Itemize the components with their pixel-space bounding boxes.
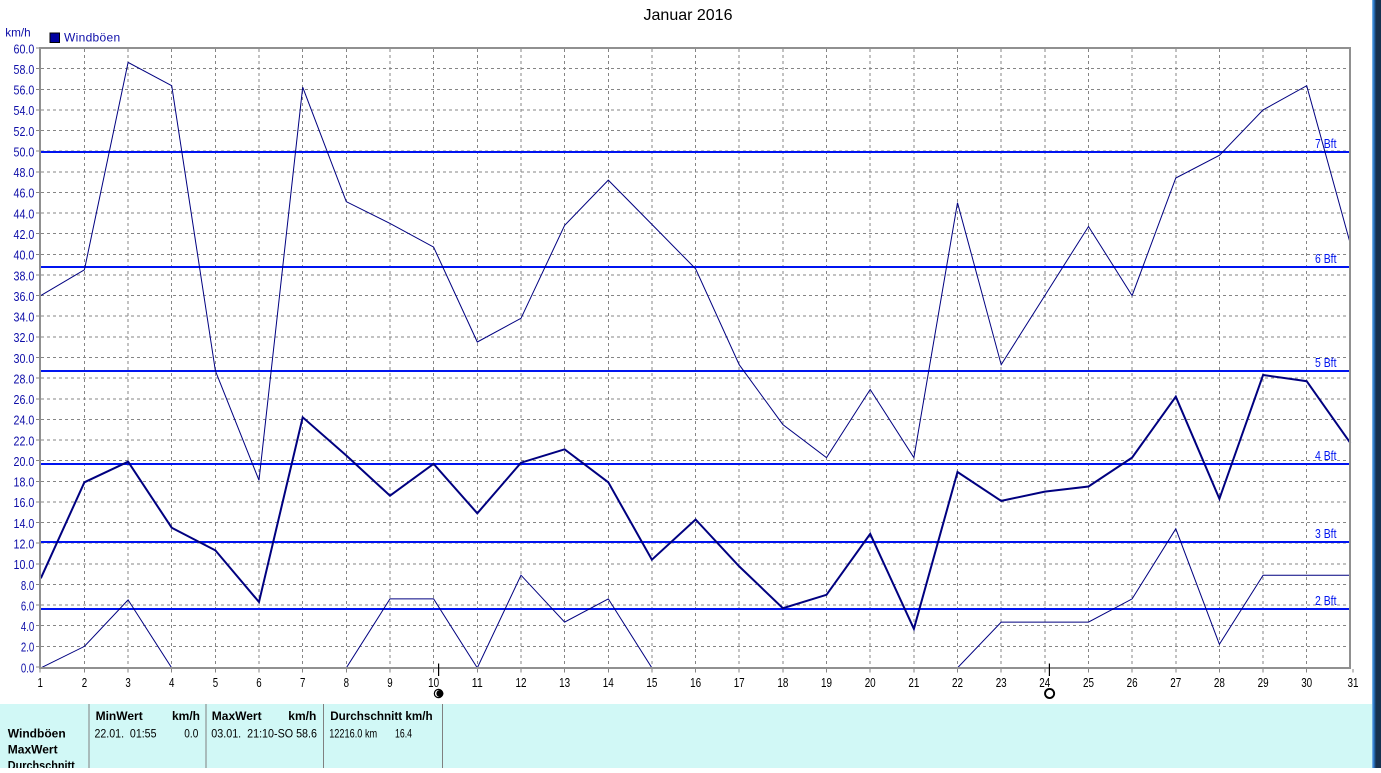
svg-text:18: 18 <box>777 675 788 690</box>
svg-text:7 Bft: 7 Bft <box>1315 136 1337 151</box>
svg-text:26: 26 <box>1127 675 1138 690</box>
svg-text:16: 16 <box>690 675 701 690</box>
svg-text:Windböen: Windböen <box>8 727 66 741</box>
svg-text:6 Bft: 6 Bft <box>1315 251 1337 266</box>
svg-text:16.0: 16.0 <box>14 495 35 510</box>
svg-text:13: 13 <box>559 675 570 690</box>
svg-text:54.0: 54.0 <box>14 103 35 118</box>
svg-text:12: 12 <box>516 675 527 690</box>
svg-text:27: 27 <box>1170 675 1181 690</box>
svg-text:24.0: 24.0 <box>14 413 35 428</box>
svg-text:22.0: 22.0 <box>14 433 35 448</box>
svg-text:60.0: 60.0 <box>14 41 35 56</box>
svg-text:34.0: 34.0 <box>14 310 35 325</box>
svg-text:38.0: 38.0 <box>14 268 35 283</box>
svg-text:31: 31 <box>1348 675 1359 690</box>
svg-text:15: 15 <box>646 675 657 690</box>
svg-text:50.0: 50.0 <box>14 145 35 160</box>
svg-text:MaxWert: MaxWert <box>8 743 58 757</box>
svg-text:36.0: 36.0 <box>14 289 35 304</box>
svg-text:3: 3 <box>125 675 130 690</box>
svg-text:40.0: 40.0 <box>14 248 35 263</box>
svg-text:16.4: 16.4 <box>395 727 412 741</box>
svg-text:23: 23 <box>996 675 1007 690</box>
svg-text:25: 25 <box>1083 675 1094 690</box>
svg-text:58.0: 58.0 <box>14 62 35 77</box>
svg-text:30: 30 <box>1301 675 1312 690</box>
svg-text:10: 10 <box>428 675 439 690</box>
svg-text:2: 2 <box>82 675 87 690</box>
svg-text:km/h: km/h <box>288 709 316 723</box>
svg-text:18.0: 18.0 <box>14 475 35 490</box>
svg-text:7: 7 <box>300 675 305 690</box>
svg-text:28.0: 28.0 <box>14 371 35 386</box>
svg-text:46.0: 46.0 <box>14 186 35 201</box>
svg-text:2.0: 2.0 <box>21 640 34 655</box>
svg-text:12216.0 km: 12216.0 km <box>329 727 377 741</box>
svg-text:9: 9 <box>387 675 392 690</box>
svg-text:12.0: 12.0 <box>14 537 35 552</box>
svg-text:0.0: 0.0 <box>21 660 34 675</box>
svg-text:Durchschnitt km/h: Durchschnitt km/h <box>330 709 433 723</box>
svg-text:4 Bft: 4 Bft <box>1315 448 1337 463</box>
svg-text:6.0: 6.0 <box>21 598 34 613</box>
svg-text:48.0: 48.0 <box>14 165 35 180</box>
svg-text:28: 28 <box>1214 675 1225 690</box>
svg-text:52.0: 52.0 <box>14 124 35 139</box>
svg-text:20.0: 20.0 <box>14 454 35 469</box>
svg-text:24: 24 <box>1039 675 1050 690</box>
svg-text:6: 6 <box>256 675 261 690</box>
svg-text:22: 22 <box>952 675 963 690</box>
svg-text:4: 4 <box>169 675 174 690</box>
svg-text:14: 14 <box>603 675 614 690</box>
svg-text:03.01. 21:10-SO 58.6: 03.01. 21:10-SO 58.6 <box>211 727 317 741</box>
svg-text:km/h: km/h <box>5 26 31 40</box>
svg-text:Windböen: Windböen <box>64 31 120 45</box>
svg-text:19: 19 <box>821 675 832 690</box>
svg-text:4.0: 4.0 <box>21 619 34 634</box>
svg-text:22.01. 01:55: 22.01. 01:55 <box>95 727 157 741</box>
svg-text:56.0: 56.0 <box>14 83 35 98</box>
svg-text:km/h: km/h <box>172 709 200 723</box>
svg-text:17: 17 <box>734 675 745 690</box>
svg-text:14.0: 14.0 <box>14 516 35 531</box>
svg-text:MaxWert: MaxWert <box>212 709 262 723</box>
svg-text:Januar 2016: Januar 2016 <box>644 7 733 24</box>
svg-text:26.0: 26.0 <box>14 392 35 407</box>
svg-text:1: 1 <box>38 675 43 690</box>
svg-text:0.0: 0.0 <box>184 727 198 741</box>
svg-text:MinWert: MinWert <box>96 709 143 723</box>
svg-text:30.0: 30.0 <box>14 351 35 366</box>
svg-text:44.0: 44.0 <box>14 206 35 221</box>
svg-text:8: 8 <box>344 675 349 690</box>
svg-text:10.0: 10.0 <box>14 557 35 572</box>
svg-text:20: 20 <box>865 675 876 690</box>
svg-text:8.0: 8.0 <box>21 578 34 593</box>
svg-text:5: 5 <box>213 675 218 690</box>
svg-text:42.0: 42.0 <box>14 227 35 242</box>
svg-text:32.0: 32.0 <box>14 330 35 345</box>
svg-text:29: 29 <box>1258 675 1269 690</box>
svg-text:21: 21 <box>908 675 919 690</box>
svg-text:3 Bft: 3 Bft <box>1315 526 1337 541</box>
svg-text:5 Bft: 5 Bft <box>1315 355 1337 370</box>
svg-text:Durchschnitt: Durchschnitt <box>8 759 75 769</box>
svg-text:11: 11 <box>472 675 483 690</box>
svg-text:2 Bft: 2 Bft <box>1315 593 1337 608</box>
